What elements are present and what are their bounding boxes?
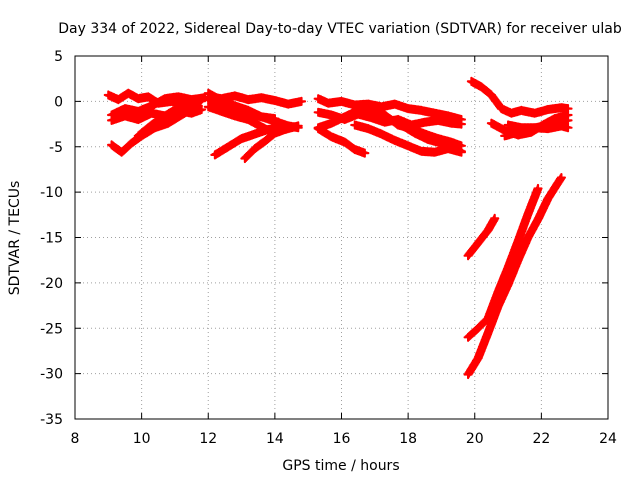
chart-title: Day 334 of 2022, Sidereal Day-to-day VTE… <box>58 21 622 37</box>
y-tick-label: 0 <box>54 94 63 110</box>
series-markers <box>356 103 466 156</box>
series-markers <box>107 92 210 120</box>
x-tick-label: 16 <box>333 431 351 447</box>
series-track-9 <box>203 95 280 124</box>
y-tick-label: -15 <box>40 231 63 247</box>
x-tick-label: 8 <box>71 431 80 447</box>
x-tick-label: 12 <box>199 431 217 447</box>
series-markers <box>203 95 280 124</box>
series-track-17 <box>356 103 466 156</box>
x-tick-label: 10 <box>133 431 151 447</box>
series-track-11 <box>240 121 303 164</box>
y-tick-label: 5 <box>54 49 63 65</box>
y-tick-label: -5 <box>49 140 63 156</box>
y-axis-label: SDTVAR / TECUs <box>7 181 23 296</box>
y-tick-label: -35 <box>40 412 63 428</box>
y-axis-ticks: 5 0 -5 -10 -15 -20 -25 -30 -35 <box>40 49 608 428</box>
series-track-23 <box>463 183 543 342</box>
x-tick-label: 14 <box>266 431 284 447</box>
series-markers <box>503 120 573 134</box>
x-axis-label: GPS time / hours <box>282 458 399 474</box>
series-markers <box>466 76 573 118</box>
series-track-15 <box>313 124 370 158</box>
series-markers <box>463 213 500 261</box>
y-tick-label: -20 <box>40 276 63 292</box>
series-track-22 <box>463 213 500 261</box>
y-tick-label: -30 <box>40 367 63 383</box>
series-markers <box>240 121 303 164</box>
x-axis-ticks: 8 10 12 14 16 18 20 22 24 <box>71 56 617 447</box>
series-markers <box>463 183 543 342</box>
y-tick-label: -10 <box>40 185 63 201</box>
series-track-2 <box>107 92 210 120</box>
series-track-18 <box>466 76 573 118</box>
series-markers <box>463 173 566 380</box>
series-track-21 <box>503 120 573 134</box>
series-markers <box>313 124 370 158</box>
x-tick-label: 24 <box>599 431 617 447</box>
x-tick-label: 18 <box>399 431 417 447</box>
x-tick-label: 22 <box>532 431 550 447</box>
series-markers <box>133 98 203 141</box>
series-track-24 <box>463 173 566 380</box>
data-series <box>103 76 573 380</box>
series-track-5 <box>133 98 203 141</box>
y-tick-label: -25 <box>40 321 63 337</box>
x-tick-label: 20 <box>466 431 484 447</box>
